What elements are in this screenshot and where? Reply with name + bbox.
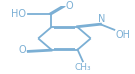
Text: O: O [66,1,73,11]
Text: HO: HO [11,9,26,19]
Text: CH₃: CH₃ [75,63,91,72]
Text: N: N [97,14,105,24]
Text: OH: OH [115,30,130,40]
Text: O: O [19,45,26,55]
